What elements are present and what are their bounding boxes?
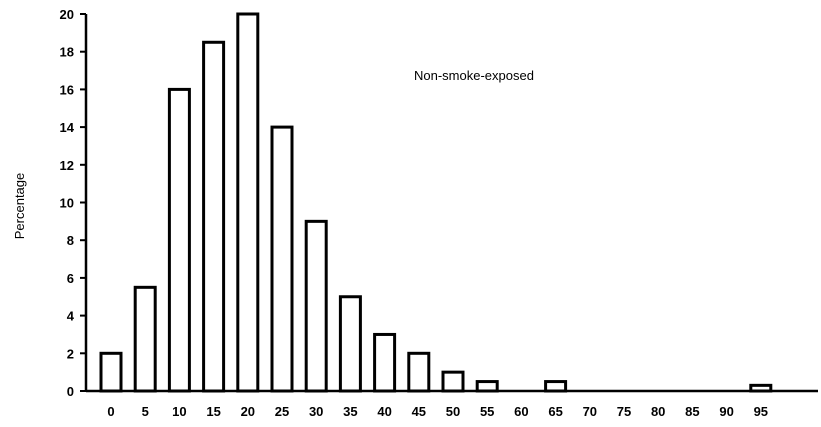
x-tick-label: 35 xyxy=(343,404,357,419)
x-tick-label: 65 xyxy=(548,404,562,419)
x-tick-label: 5 xyxy=(142,404,149,419)
y-tick-label: 20 xyxy=(60,7,74,22)
y-tick-label: 6 xyxy=(67,271,74,286)
x-tick-label: 0 xyxy=(107,404,114,419)
bar-30 xyxy=(304,219,328,393)
x-tick-label: 10 xyxy=(172,404,186,419)
bar-0 xyxy=(99,351,123,393)
y-tick-label: 2 xyxy=(67,346,74,361)
bars xyxy=(99,12,773,393)
y-tick-label: 14 xyxy=(60,120,75,135)
x-tick-label: 45 xyxy=(412,404,426,419)
y-tick-label: 0 xyxy=(67,384,74,399)
bar-5 xyxy=(133,285,157,393)
y-tick-label: 10 xyxy=(60,196,74,211)
x-tick-label: 25 xyxy=(275,404,289,419)
x-tick-label: 60 xyxy=(514,404,528,419)
bar-35 xyxy=(338,295,362,393)
bar-20 xyxy=(236,12,260,393)
y-tick-label: 4 xyxy=(67,309,75,324)
bar-55 xyxy=(475,380,499,393)
y-ticks: 0 2 4 6 8 10 12 14 16 18 20 xyxy=(60,7,86,399)
x-tick-label: 70 xyxy=(583,404,597,419)
x-tick-label: 40 xyxy=(377,404,391,419)
x-tick-label: 75 xyxy=(617,404,631,419)
bar-10 xyxy=(167,87,191,393)
x-tick-label: 80 xyxy=(651,404,665,419)
x-tick-label: 50 xyxy=(446,404,460,419)
bar-15 xyxy=(202,40,226,393)
y-tick-label: 12 xyxy=(60,158,74,173)
x-tick-label: 85 xyxy=(685,404,699,419)
x-tick-label: 55 xyxy=(480,404,494,419)
y-tick-label: 8 xyxy=(67,233,74,248)
x-tick-label: 95 xyxy=(754,404,768,419)
bar-95 xyxy=(749,383,773,393)
bar-40 xyxy=(373,332,397,393)
annotation-label: Non-smoke-exposed xyxy=(414,68,534,83)
x-tick-label: 30 xyxy=(309,404,323,419)
x-tick-labels: 0 5 10 15 20 25 30 35 40 45 50 55 60 65 70 75 80 85 90 95 xyxy=(107,404,768,419)
x-tick-label: 20 xyxy=(241,404,255,419)
y-tick-label: 16 xyxy=(60,82,74,97)
y-tick-label: 18 xyxy=(60,45,74,60)
x-tick-label: 15 xyxy=(206,404,220,419)
y-axis-title: Percentage xyxy=(12,173,27,240)
bar-65 xyxy=(544,380,568,393)
bar-25 xyxy=(270,125,294,393)
bar-45 xyxy=(407,351,431,393)
x-tick-label: 90 xyxy=(719,404,733,419)
bar-50 xyxy=(441,370,465,393)
